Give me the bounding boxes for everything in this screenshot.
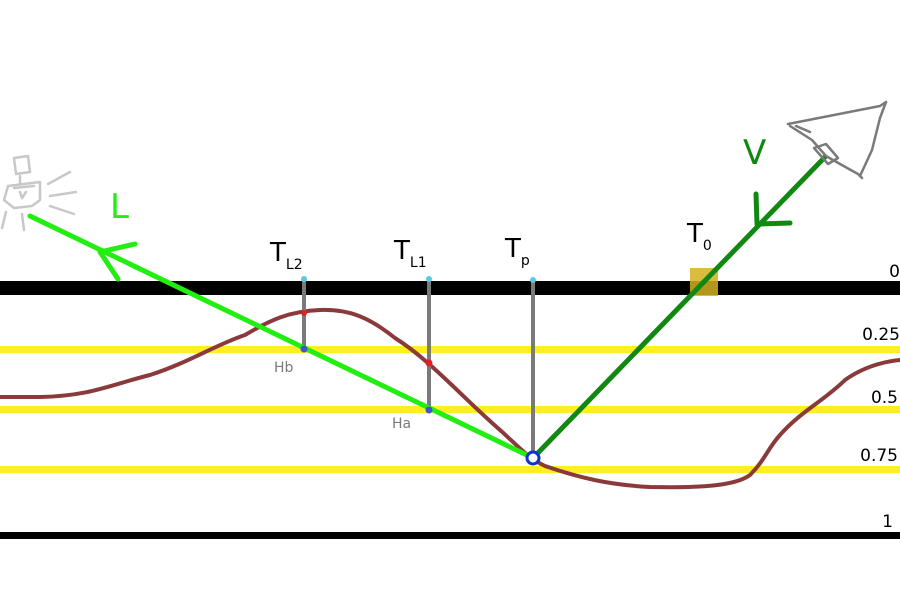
- label-tp: Tp: [504, 234, 530, 269]
- label-V: V: [743, 133, 766, 173]
- point-curve-tl1: [425, 359, 433, 367]
- depth-label-025: 0.25: [862, 325, 900, 345]
- label-tl2: TL2: [269, 238, 303, 273]
- label-t0: T0: [686, 219, 712, 254]
- light-ray-arrowhead: [97, 241, 138, 282]
- depth-line-1: [0, 532, 900, 539]
- height-field-curve: [0, 307, 900, 490]
- depth-line-0: [0, 281, 900, 295]
- depth-label-075: 0.75: [860, 446, 898, 466]
- view-ray-arrowhead: [753, 191, 793, 227]
- view-ray: [530, 154, 828, 461]
- light-ray: [27, 213, 536, 461]
- lamp-icon: [0, 154, 78, 232]
- depth-label-05: 0.5: [871, 388, 898, 408]
- label-tl1: TL1: [393, 236, 427, 271]
- point-curve-tl2: [301, 310, 307, 316]
- eye-icon: [786, 100, 888, 180]
- point-hb: [300, 345, 308, 353]
- depth-label-1: 1: [882, 512, 893, 532]
- depth-label-0: 0: [889, 262, 900, 282]
- depth-line-075: [0, 466, 900, 473]
- depth-line-025: [0, 346, 900, 353]
- label-ha: Ha: [392, 416, 411, 432]
- label-hb: Hb: [274, 360, 294, 376]
- stem-cap-tl2: [301, 276, 307, 282]
- depth-line-05: [0, 406, 900, 413]
- point-tp-hit: [525, 450, 541, 466]
- label-L: L: [110, 187, 129, 227]
- stem-cap-tp: [530, 277, 536, 283]
- point-ha: [425, 406, 433, 414]
- stem-cap-tl1: [426, 276, 432, 282]
